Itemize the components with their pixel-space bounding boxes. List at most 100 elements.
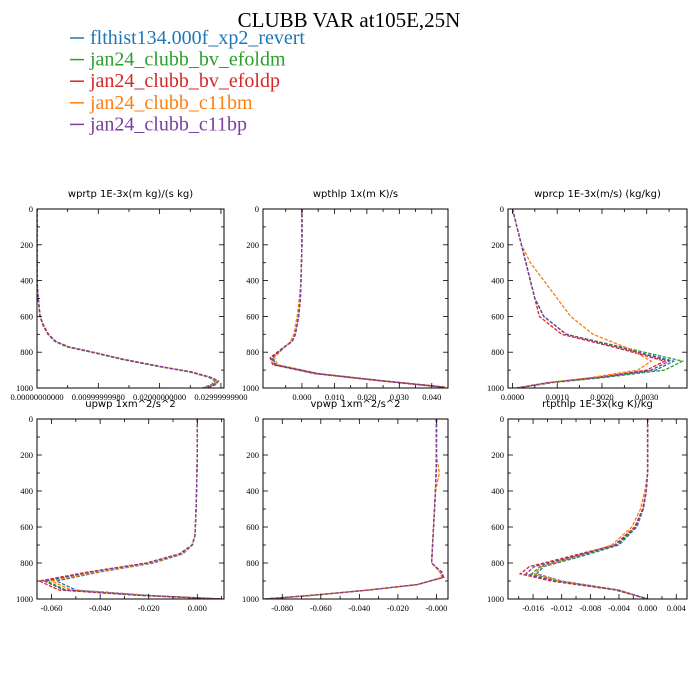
x-tick-label: -0.008 (579, 603, 601, 613)
x-tick-label: -0.012 (551, 603, 573, 613)
x-tick-label: -0.020 (387, 603, 409, 613)
y-tick-label: 600 (246, 311, 259, 321)
x-tick-label: 0.0030 (635, 392, 658, 402)
series-line (264, 419, 443, 599)
y-tick-label: 600 (491, 522, 504, 532)
x-tick-label: 0.0020 (590, 392, 613, 402)
y-tick-label: 800 (246, 347, 259, 357)
series-line (270, 209, 444, 388)
y-tick-label: 800 (20, 558, 33, 568)
panel-3: wprcp 1E-3x(m/s) (kg/kg) 0 200 400 600 800 100… (487, 189, 688, 402)
x-tick-label: 0.000 (188, 603, 207, 613)
y-tick-label: 600 (491, 311, 504, 321)
series-line (533, 419, 649, 599)
series-line (271, 209, 445, 388)
y-tick-label: 200 (20, 240, 33, 250)
y-tick-label: 400 (491, 276, 504, 286)
legend-entry: jan24_clubb_c11bm (89, 92, 253, 114)
series-line (511, 209, 676, 388)
y-tick-label: 0 (29, 204, 33, 214)
y-tick-label: 0 (500, 204, 504, 214)
plot-frame (262, 208, 449, 389)
legend-entry: jan24_clubb_c11bp (89, 113, 247, 135)
legend-entry: jan24_clubb_bv_efoldm (89, 49, 286, 71)
x-tick-label: -0.060 (310, 603, 332, 613)
plot-frame (507, 418, 688, 600)
y-tick-label: 400 (246, 276, 259, 286)
panel-title: upwp 1xm^2/s^2 (85, 399, 175, 410)
panel-title: wpthlp 1x(m K)/s (313, 189, 398, 200)
x-tick-label: -0.016 (522, 603, 544, 613)
y-tick-label: 200 (20, 450, 33, 460)
y-tick-label: 0 (255, 414, 259, 424)
series-line (530, 419, 649, 599)
series-line (269, 209, 442, 388)
x-tick-label: -0.080 (271, 603, 293, 613)
series-line (42, 419, 222, 599)
chart-title: CLUBB VAR at105E,25N (238, 8, 461, 32)
x-tick-label: 0.0000 (501, 392, 524, 402)
x-tick-label: 0.02999999900 (194, 392, 247, 402)
y-tick-label: 400 (20, 486, 33, 496)
panel-5: vpwp 1xm^2/s^2 0 200 400 600 800 1000 -0.080 -0.… (242, 399, 449, 613)
x-tick-label: -0.000 (425, 603, 447, 613)
legend-entry: flthist134.000f_xp2_revert (90, 27, 305, 49)
y-tick-label: 800 (246, 558, 259, 568)
x-tick-label: 0.0010 (546, 392, 569, 402)
series-line (37, 419, 222, 599)
series-line (37, 209, 220, 388)
x-tick-label: 0.000 (292, 392, 311, 402)
y-tick-label: 600 (246, 522, 259, 532)
series-line (511, 209, 653, 388)
panel-title: wprcp 1E-3x(m/s) (kg/kg) (534, 189, 661, 200)
series-line (273, 209, 447, 388)
x-tick-label: 0.020 (357, 392, 376, 402)
series-line (511, 209, 685, 388)
panel-title: rtpthlp 1E-3x(kg K)/kg (542, 399, 653, 410)
x-tick-label: 0.010 (325, 392, 344, 402)
y-tick-label: 0 (500, 414, 504, 424)
x-tick-label: 0.040 (422, 392, 441, 402)
y-tick-label: 1000 (487, 383, 504, 393)
y-tick-label: 400 (246, 486, 259, 496)
y-tick-label: 0 (29, 414, 33, 424)
panel-6: rtpthlp 1E-3x(kg K)/kg 0 200 400 600 800 1000 -… (487, 399, 688, 613)
y-tick-label: 800 (491, 347, 504, 357)
legend-entry: jan24_clubb_bv_efoldp (89, 70, 280, 92)
panel-2: wpthlp 1x(m K)/s 0 200 400 600 800 1000 0.000 0.… (242, 189, 449, 402)
x-tick-label: 0.004 (667, 603, 687, 613)
series-line (535, 419, 649, 599)
y-tick-label: 200 (246, 450, 259, 460)
panel-title: vpwp 1xm^2/s^2 (310, 399, 400, 410)
x-tick-label: -0.040 (89, 603, 111, 613)
panel-4: upwp 1xm^2/s^2 0 200 400 600 800 1000 -0.060 -0.… (16, 399, 225, 613)
series-line (511, 209, 671, 388)
series-line (264, 419, 444, 599)
series-line (37, 209, 216, 388)
series-line (264, 419, 445, 599)
x-tick-label: 0.00999999980 (72, 392, 125, 402)
y-tick-label: 600 (20, 522, 33, 532)
series-line (37, 209, 218, 388)
series-line (524, 419, 649, 599)
y-tick-label: 400 (491, 486, 504, 496)
y-tick-label: 1000 (16, 383, 33, 393)
y-tick-label: 1000 (16, 594, 33, 604)
y-tick-label: 1000 (242, 594, 259, 604)
series-line (37, 209, 217, 388)
series-line (44, 419, 222, 599)
legend: flthist134.000f_xp2_revertjan24_clubb_bv… (70, 27, 305, 135)
x-tick-label: 0.000 (638, 603, 657, 613)
y-tick-label: 800 (20, 347, 33, 357)
y-tick-label: 1000 (242, 383, 259, 393)
x-tick-label: 0.02000000000 (133, 392, 186, 402)
x-tick-label: 0.00000000000 (10, 392, 63, 402)
y-tick-label: 600 (20, 311, 33, 321)
y-tick-label: 200 (491, 240, 504, 250)
panel-1: wprtp 1E-3x(m kg)/(s kg) 0 200 400 600 800 100… (10, 189, 247, 402)
panels-grid: wprtp 1E-3x(m kg)/(s kg) 0 200 400 600 800 100… (10, 189, 688, 613)
series-line (271, 209, 445, 388)
x-tick-label: -0.040 (348, 603, 370, 613)
panel-title: wprtp 1E-3x(m kg)/(s kg) (68, 189, 193, 200)
y-tick-label: 0 (255, 204, 259, 214)
